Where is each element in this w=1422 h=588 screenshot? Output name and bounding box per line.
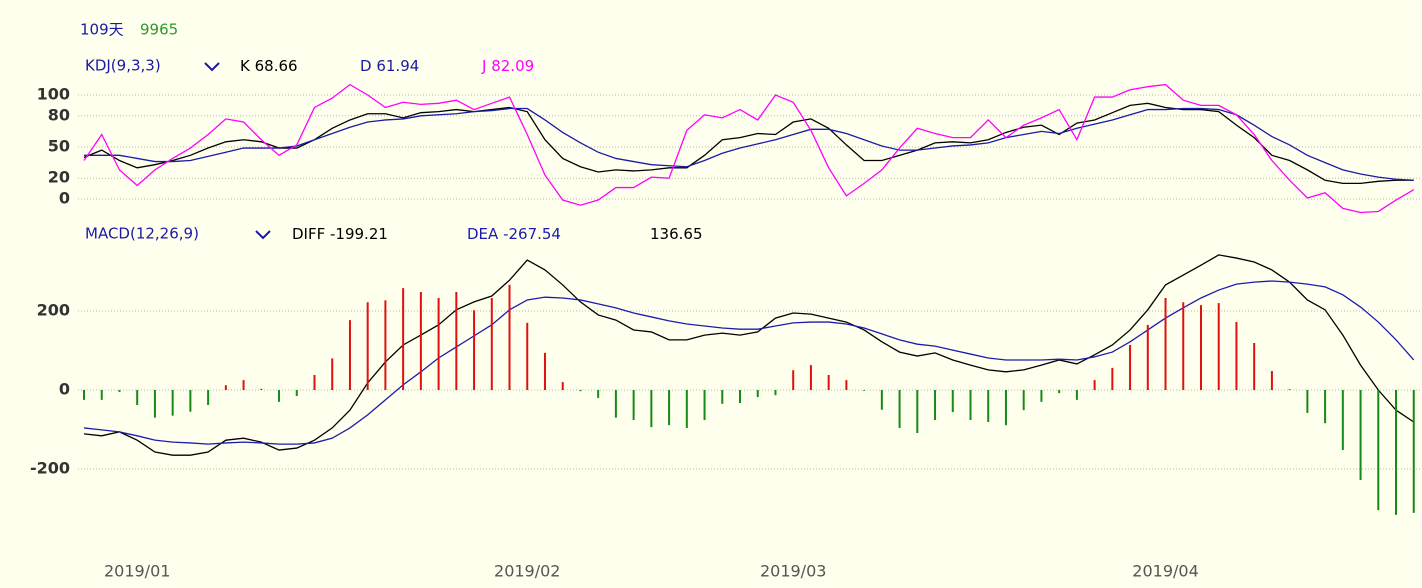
legend-value: 61.94 (376, 57, 419, 75)
x-tick-label: 2019/03 (760, 562, 826, 581)
legend-value: -199.21 (330, 225, 388, 243)
y-tick-label: 0 (59, 380, 70, 399)
y-tick-label: 50 (48, 137, 70, 156)
y-tick-label: 200 (37, 301, 70, 320)
legend-entry: D 61.94 (360, 57, 419, 75)
kdj-dropdown[interactable] (204, 62, 220, 72)
legend-entry: K 68.66 (240, 57, 298, 75)
y-tick-label: -200 (30, 459, 70, 478)
kdj-title[interactable]: KDJ(9,3,3) (85, 57, 161, 75)
series-line (83, 102, 1414, 185)
y-tick-label: 20 (48, 168, 70, 187)
legend-entry: 136.65 (650, 225, 703, 243)
y-tick-label: 100 (37, 85, 70, 104)
legend-name: K (240, 57, 251, 75)
header-days: 109天 (80, 21, 124, 39)
x-tick-label: 2019/02 (494, 562, 560, 581)
legend-value: -267.54 (503, 225, 561, 243)
series-line (83, 83, 1415, 214)
legend-name: J (481, 57, 486, 75)
macd-title[interactable]: MACD(12,26,9) (85, 225, 199, 243)
legend-name: DIFF (292, 225, 325, 243)
legend-value: 68.66 (255, 57, 298, 75)
y-tick-label: 0 (59, 189, 70, 208)
legend-name: DEA (467, 225, 499, 243)
series-line (83, 280, 1415, 445)
y-tick-label: 80 (48, 105, 70, 124)
series-line (84, 107, 1414, 181)
x-tick-label: 2019/01 (104, 562, 170, 581)
legend-entry: J 82.09 (481, 57, 534, 75)
legend-entry: DIFF -199.21 (292, 225, 388, 243)
legend-entry: DEA -267.54 (467, 225, 561, 243)
legend-name: D (360, 57, 372, 75)
legend-value: 136.65 (650, 225, 703, 243)
macd-dropdown[interactable] (255, 230, 271, 240)
header-value: 9965 (140, 21, 178, 39)
legend-value: 82.09 (491, 57, 534, 75)
x-tick-label: 2019/04 (1132, 562, 1198, 581)
